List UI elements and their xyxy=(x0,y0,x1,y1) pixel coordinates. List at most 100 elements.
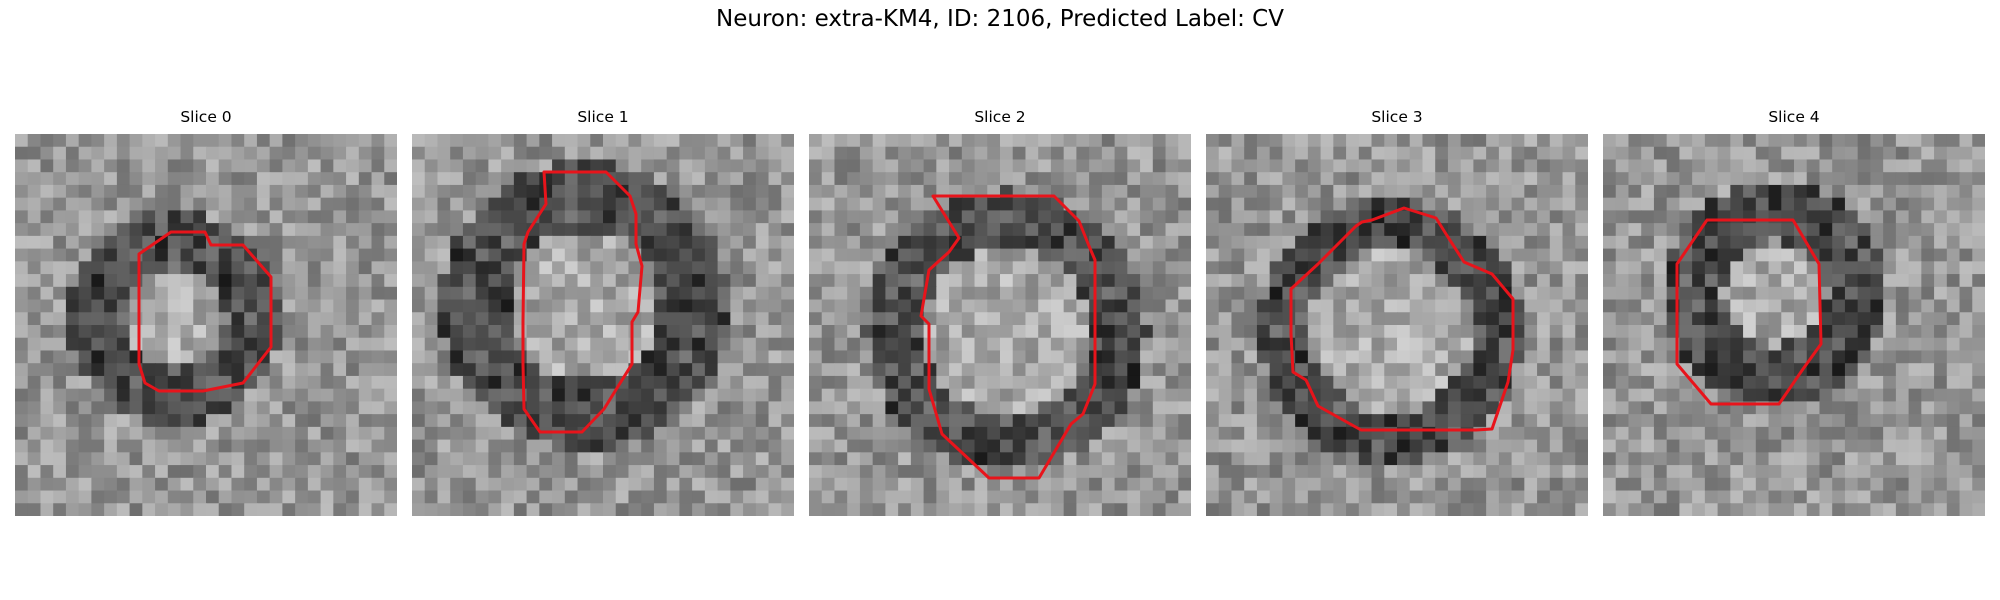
pixel xyxy=(1511,261,1525,275)
pixel xyxy=(256,414,271,428)
pixel xyxy=(501,375,515,390)
pixel xyxy=(1730,261,1744,275)
pixel xyxy=(218,325,233,339)
pixel xyxy=(116,184,131,199)
pixel xyxy=(78,350,92,364)
pixel xyxy=(206,426,220,441)
pixel xyxy=(653,312,668,326)
pixel xyxy=(1447,439,1462,453)
pixel xyxy=(320,477,334,492)
pixel xyxy=(1883,235,1897,250)
pixel xyxy=(1755,248,1770,262)
pixel xyxy=(1282,426,1296,441)
pixel xyxy=(488,312,502,326)
pixel xyxy=(256,337,271,352)
pixel xyxy=(193,350,207,364)
pixel xyxy=(743,172,757,186)
pixel xyxy=(1692,172,1706,186)
pixel xyxy=(1615,490,1630,504)
pixel xyxy=(1921,363,1935,377)
pixel xyxy=(641,235,655,250)
pixel xyxy=(1435,452,1449,466)
pixel xyxy=(295,490,309,504)
pixel xyxy=(1857,172,1871,186)
pixel xyxy=(180,363,194,377)
pixel xyxy=(1870,350,1884,364)
slice-title: Slice 4 xyxy=(1768,108,1820,126)
pixel xyxy=(821,248,836,262)
pixel xyxy=(859,159,874,173)
pixel xyxy=(424,477,439,492)
pixel xyxy=(809,274,823,288)
pixel xyxy=(320,184,334,199)
pixel xyxy=(1282,401,1296,415)
pixel xyxy=(898,439,912,453)
pixel xyxy=(1857,210,1871,224)
pixel xyxy=(1806,210,1821,224)
pixel xyxy=(1498,235,1513,250)
pixel xyxy=(679,134,693,148)
pixel xyxy=(1641,401,1655,415)
pixel xyxy=(1295,465,1309,479)
pixel xyxy=(1269,248,1283,262)
pixel xyxy=(78,414,92,428)
pixel xyxy=(1730,363,1744,377)
pixel xyxy=(768,312,782,326)
pixel xyxy=(1844,210,1859,224)
pixel xyxy=(1768,388,1782,402)
pixel xyxy=(78,197,92,211)
pixel xyxy=(1397,401,1411,415)
pixel xyxy=(1282,465,1296,479)
pixel xyxy=(847,248,861,262)
pixel xyxy=(1282,261,1296,275)
pixel xyxy=(1692,325,1706,339)
pixel xyxy=(513,503,528,516)
pixel xyxy=(1498,134,1513,148)
pixel xyxy=(1256,197,1271,211)
pixel xyxy=(295,235,309,250)
pixel xyxy=(1063,337,1077,352)
pixel xyxy=(155,337,169,352)
pixel xyxy=(743,146,757,161)
pixel xyxy=(116,235,131,250)
pixel xyxy=(320,375,334,390)
pixel xyxy=(1358,325,1373,339)
pixel xyxy=(564,134,579,148)
pixel xyxy=(1178,312,1191,326)
pixel xyxy=(768,452,782,466)
pixel xyxy=(704,184,719,199)
pixel xyxy=(872,312,886,326)
pixel xyxy=(104,375,118,390)
pixel xyxy=(1244,426,1258,441)
pixel xyxy=(768,325,782,339)
pixel xyxy=(91,490,105,504)
pixel xyxy=(692,325,706,339)
pixel xyxy=(821,439,836,453)
pixel xyxy=(1895,210,1910,224)
pixel xyxy=(1562,414,1576,428)
pixel xyxy=(1333,477,1347,492)
pixel xyxy=(40,197,54,211)
pixel xyxy=(1152,439,1167,453)
pixel xyxy=(1409,274,1424,288)
pixel xyxy=(1063,414,1077,428)
pixel xyxy=(142,146,156,161)
pixel xyxy=(679,184,693,199)
pixel xyxy=(717,299,731,313)
pixel xyxy=(307,312,322,326)
pixel xyxy=(1641,439,1655,453)
pixel xyxy=(821,388,836,402)
pixel xyxy=(1244,248,1258,262)
pixel xyxy=(1473,184,1487,199)
pixel xyxy=(40,439,54,453)
pixel xyxy=(116,197,131,211)
pixel xyxy=(910,261,925,275)
pixel xyxy=(1908,375,1922,390)
pixel xyxy=(346,248,360,262)
pixel xyxy=(1768,350,1782,364)
pixel xyxy=(269,477,283,492)
pixel xyxy=(1269,184,1283,199)
pixel xyxy=(424,439,439,453)
pixel xyxy=(91,159,105,173)
pixel xyxy=(1152,426,1167,441)
